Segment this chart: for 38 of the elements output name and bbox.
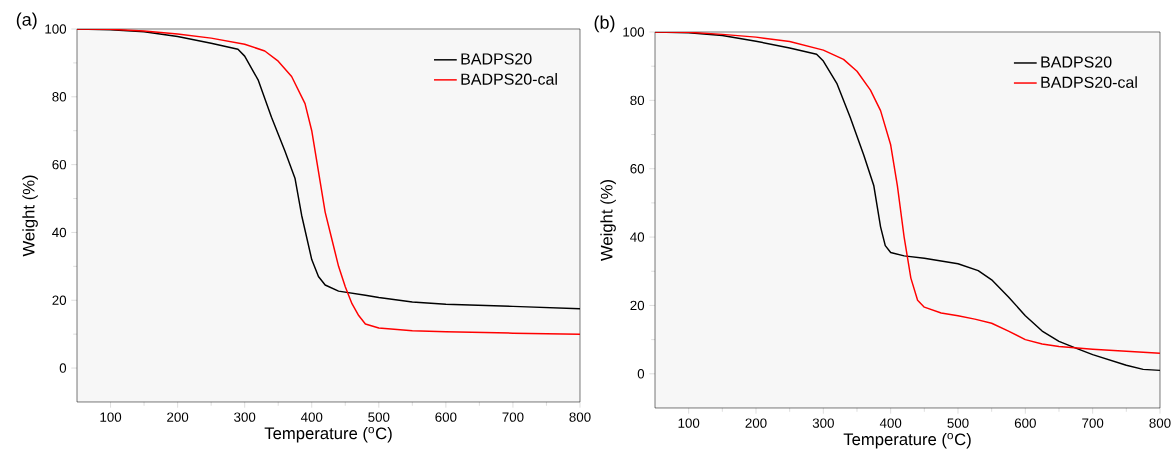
x-axis-title: Temperature ($^{o}$C): [843, 432, 971, 449]
x-tick-label: 300: [812, 418, 834, 428]
chart-title: (b): [594, 15, 615, 33]
y-tick-label: 0: [637, 369, 645, 379]
x-tick-label: 200: [167, 412, 189, 422]
legend-label: BADPS20: [461, 53, 532, 65]
y-tick-label: 20: [630, 300, 645, 311]
x-tick-label: 600: [435, 412, 457, 422]
y-tick-label: 100: [623, 27, 645, 37]
legend-label: BADPS20: [1041, 56, 1112, 68]
x-tick-label: 700: [1082, 418, 1104, 428]
x-tick-label: 500: [947, 418, 969, 428]
y-tick-label: 0: [59, 363, 67, 373]
x-tick-label: 200: [745, 418, 767, 428]
y-tick-label: 80: [630, 95, 645, 106]
chart-title: (a): [16, 12, 37, 30]
x-tick-label: 700: [502, 412, 524, 422]
x-tick-label: 300: [234, 412, 256, 422]
x-axis-title: Temperature ($^{o}$C): [264, 426, 392, 443]
legend-label: BADPS20-cal: [461, 73, 557, 85]
legend-label: BADPS20-cal: [1041, 76, 1137, 88]
y-tick-label: 100: [45, 24, 67, 34]
x-tick-label: 100: [100, 412, 122, 422]
x-tick-label: 800: [1149, 418, 1171, 428]
x-tick-label: 100: [678, 418, 700, 428]
y-tick-label: 40: [630, 232, 645, 242]
y-tick-label: 60: [52, 159, 67, 170]
y-tick-label: 80: [52, 92, 67, 102]
x-tick-label: 500: [368, 412, 390, 422]
y-tick-label: 20: [52, 295, 67, 305]
x-tick-label: 400: [879, 418, 902, 428]
x-tick-label: 800: [569, 412, 591, 422]
x-tick-label: 600: [1014, 418, 1036, 428]
y-axis-title: Weight (%): [22, 175, 38, 257]
x-tick-label: 400: [300, 412, 323, 422]
y-tick-label: 40: [52, 227, 67, 238]
y-tick-label: 60: [630, 164, 645, 174]
y-axis-title: Weight (%): [600, 179, 616, 261]
